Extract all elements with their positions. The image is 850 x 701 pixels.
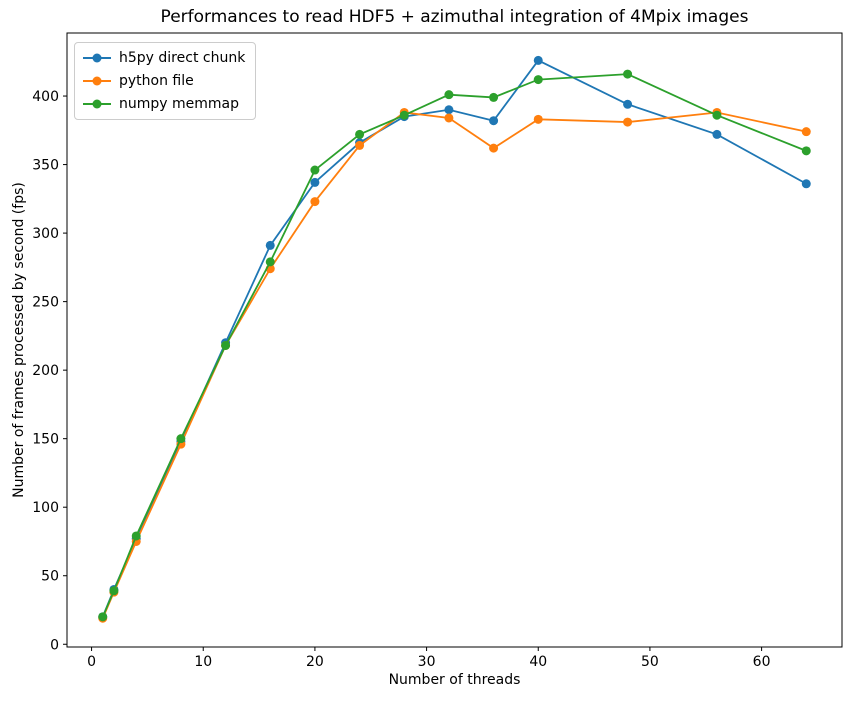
legend-line-marker-icon: [83, 99, 111, 109]
svg-text:250: 250: [32, 295, 59, 311]
legend-line-marker-icon: [83, 53, 111, 63]
svg-text:350: 350: [32, 158, 59, 174]
legend-item-numpy-memmap: numpy memmap: [83, 96, 245, 112]
legend-line-marker-icon: [83, 76, 111, 86]
legend-item-h5py-direct-chunk: h5py direct chunk: [83, 50, 245, 66]
svg-text:40: 40: [529, 654, 547, 670]
legend-label: h5py direct chunk: [119, 50, 246, 66]
legend-label: numpy memmap: [119, 96, 239, 112]
svg-text:10: 10: [194, 654, 212, 670]
svg-text:400: 400: [32, 89, 59, 105]
svg-text:200: 200: [32, 363, 59, 379]
legend-label: python file: [119, 73, 194, 89]
svg-text:30: 30: [418, 654, 436, 670]
svg-text:0: 0: [50, 637, 59, 653]
legend: h5py direct chunk python file numpy memm…: [74, 42, 257, 120]
svg-text:20: 20: [306, 654, 324, 670]
legend-item-python-file: python file: [83, 73, 245, 89]
svg-text:60: 60: [753, 654, 771, 670]
svg-text:50: 50: [641, 654, 659, 670]
svg-text:150: 150: [32, 432, 59, 448]
svg-text:300: 300: [32, 226, 59, 242]
chart-title: Performances to read HDF5 + azimuthal in…: [160, 7, 749, 27]
svg-text:0: 0: [87, 654, 96, 670]
svg-text:100: 100: [32, 500, 59, 516]
svg-text:50: 50: [41, 569, 59, 585]
y-axis-label: Number of frames processed by second (fp…: [11, 182, 27, 498]
x-axis-label: Number of threads: [388, 672, 521, 688]
